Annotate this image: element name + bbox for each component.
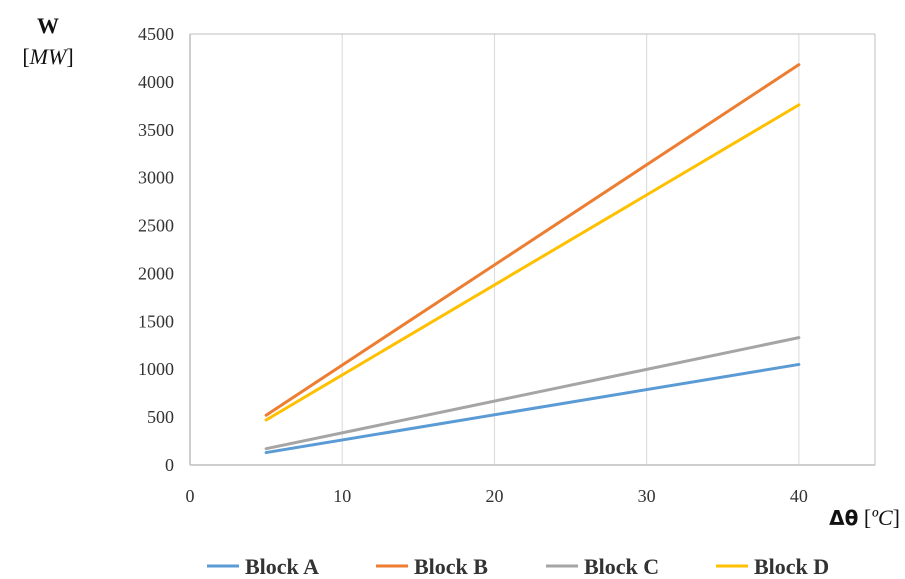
x-tick-label: 10 — [333, 486, 351, 506]
y-tick-label: 4500 — [138, 24, 174, 44]
y-tick-label: 1000 — [138, 359, 174, 379]
legend-label-block-c: Block C — [584, 554, 659, 579]
x-tick-labels: 0 10 20 30 40 — [186, 486, 808, 506]
legend: Block A Block B Block C Block D — [207, 554, 829, 579]
series-line-block-a — [264, 362, 801, 455]
series-lines — [264, 63, 801, 455]
legend-label-block-d: Block D — [754, 554, 829, 579]
x-axis-label: Δθ [ºC] — [829, 505, 900, 530]
y-axis-label-unit: [MW] — [22, 44, 73, 69]
y-tick-labels: 0 500 1000 1500 2000 2500 3000 3500 4000 4500 — [138, 24, 174, 475]
y-tick-label: 3000 — [138, 168, 174, 188]
x-tick-label: 40 — [790, 486, 808, 506]
y-tick-label: 1500 — [138, 311, 174, 331]
y-tick-label: 4000 — [138, 72, 174, 92]
y-tick-label: 2000 — [138, 263, 174, 283]
series-line-block-d — [264, 103, 801, 422]
x-tick-label: 0 — [186, 486, 195, 506]
series-line-block-c — [264, 336, 801, 451]
y-tick-label: 2500 — [138, 216, 174, 236]
y-tick-label: 3500 — [138, 120, 174, 140]
y-tick-label: 500 — [147, 407, 174, 427]
x-tick-label: 20 — [485, 486, 503, 506]
legend-label-block-b: Block B — [414, 554, 488, 579]
x-tick-label: 30 — [638, 486, 656, 506]
y-tick-label: 0 — [165, 455, 174, 475]
legend-label-block-a: Block A — [245, 554, 319, 579]
y-axis-label-symbol: W — [37, 13, 59, 38]
series-line-block-b — [264, 63, 801, 417]
grid-lines — [190, 33, 876, 465]
